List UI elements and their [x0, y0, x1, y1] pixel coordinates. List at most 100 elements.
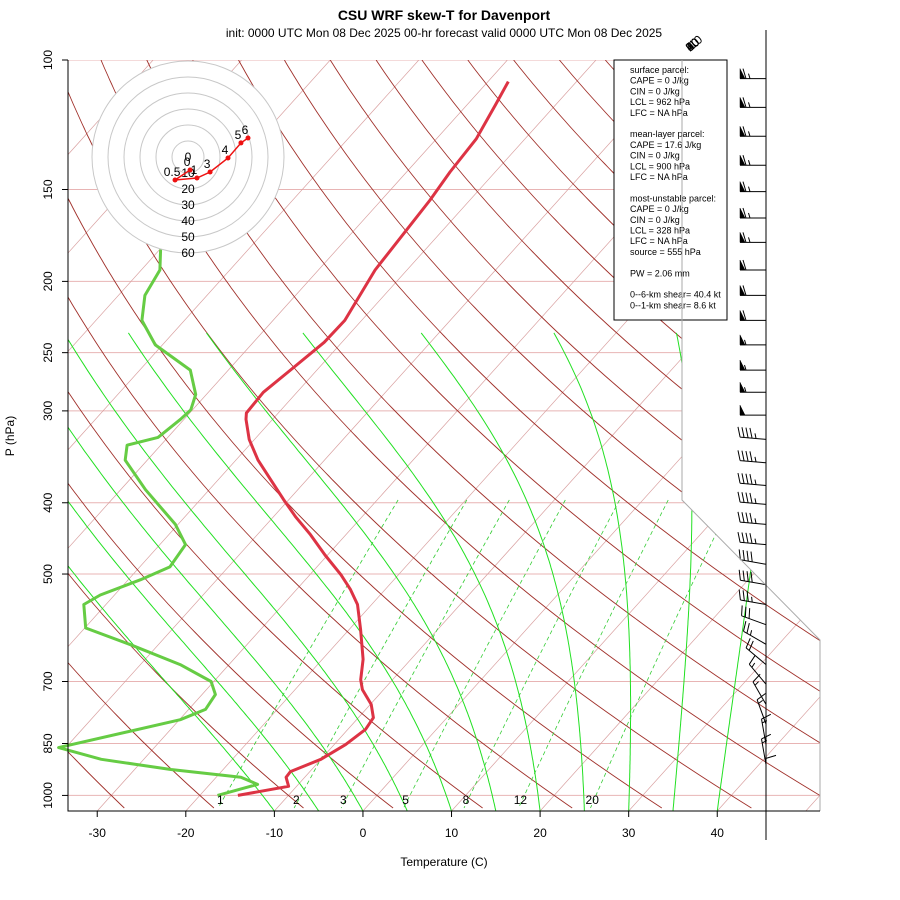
- wind-barb: [765, 754, 777, 785]
- hodograph-ring-label: 20: [181, 182, 195, 196]
- moist-adiabat: [302, 332, 541, 811]
- wind-barb: [739, 285, 766, 296]
- info-line: LCL = 900 hPa: [630, 161, 690, 171]
- wind-barb-shaft: [738, 589, 767, 605]
- info-line: surface parcel:: [630, 65, 689, 75]
- hodograph-ring: [91, 60, 285, 254]
- x-tick-label: 30: [622, 826, 636, 840]
- wind-barb-pennant: [739, 207, 746, 219]
- info-line: CIN = 0 J/kg: [630, 215, 680, 225]
- wind-barb: [737, 450, 767, 464]
- info-line: CAPE = 0 J/kg: [630, 76, 689, 86]
- wind-barb: [739, 181, 766, 193]
- wind-barb-pennant: [739, 405, 746, 416]
- mixing-ratio-label: 1: [217, 793, 224, 807]
- axes-frame: [67, 60, 820, 812]
- wind-barb: [739, 259, 766, 271]
- isotherm: [68, 60, 420, 811]
- hodograph-point: [187, 167, 193, 173]
- wind-barb-pennant: [739, 310, 746, 321]
- info-line: most-unstable parcel:: [630, 193, 716, 203]
- mixing-ratio-line: [518, 499, 669, 809]
- hodograph-ring: [155, 124, 221, 190]
- hodograph-point-label: 6: [242, 123, 249, 137]
- y-tick-label: 200: [41, 271, 55, 291]
- dry-adiabat: [68, 60, 573, 809]
- wind-barb-shaft: [737, 491, 767, 505]
- isotherm: [68, 60, 597, 811]
- wind-barb: [739, 405, 766, 416]
- wind-barb-pennant: [739, 126, 746, 137]
- hodograph-point: [225, 155, 231, 161]
- mixing-ratio-label: 12: [514, 793, 528, 807]
- moist-adiabat: [127, 332, 452, 811]
- moist-adiabat: [553, 332, 632, 811]
- hodograph-ring: [107, 76, 269, 238]
- wind-barb: [748, 655, 767, 685]
- x-tick-label: -20: [177, 826, 195, 840]
- wind-barb-pennant: [739, 155, 746, 166]
- wind-barb: [737, 426, 767, 440]
- info-line: CAPE = 17.6 J/kg: [630, 140, 701, 150]
- isotherm: [628, 60, 820, 811]
- hodograph-point: [245, 135, 251, 141]
- x-tick-label: 40: [711, 826, 725, 840]
- info-box: [613, 59, 728, 321]
- y-tick-label: 150: [41, 179, 55, 199]
- wind-barb: [739, 68, 766, 80]
- wind-barb-shaft: [737, 426, 767, 440]
- x-tick-label: -30: [89, 826, 107, 840]
- y-tick-label: 850: [41, 733, 55, 753]
- mixing-ratio-line: [293, 499, 468, 809]
- hodograph-point: [172, 177, 178, 183]
- mixing-ratio-line: [403, 499, 566, 809]
- wind-barb-pennant: [739, 285, 746, 296]
- dewpoint-trace: [57, 249, 260, 797]
- isotherm: [68, 60, 508, 811]
- wind-barb-shaft: [748, 655, 767, 685]
- wind-barb: [737, 511, 767, 525]
- hodograph-ring: [139, 108, 237, 206]
- y-tick-label: 500: [41, 564, 55, 584]
- y-tick-label: 100: [41, 50, 55, 70]
- wind-barb-shaft: [742, 621, 767, 645]
- hodograph-point-label: 4: [222, 143, 229, 157]
- y-tick-label: 400: [41, 492, 55, 512]
- wind-barb-shaft: [737, 511, 767, 525]
- wind-barb: [738, 549, 767, 565]
- isotherm: [185, 60, 820, 811]
- wind-barb: [739, 155, 766, 166]
- moist-adiabat: [68, 332, 275, 811]
- hodograph-ring: [123, 92, 253, 222]
- hodograph-point-label: 3: [204, 157, 211, 171]
- mixing-ratio-line: [340, 499, 510, 809]
- temperature-trace: [237, 80, 510, 797]
- hodograph-ring-label: 60: [181, 246, 195, 260]
- moist-adiabat: [68, 332, 364, 811]
- wind-barb: [739, 310, 766, 321]
- plot-boundary: [681, 60, 821, 811]
- hodograph-background: [92, 61, 284, 253]
- hodograph-ring-label: 30: [181, 198, 195, 212]
- hodograph-point-label: 0.5: [164, 165, 181, 179]
- info-line: CIN = 0 J/kg: [630, 151, 680, 161]
- hodograph-ring-label: 40: [181, 214, 195, 228]
- y-tick-label: 300: [41, 401, 55, 421]
- mixing-ratio-label: 8: [463, 793, 470, 807]
- hodograph-ring: [171, 140, 205, 174]
- isotherm: [716, 60, 820, 811]
- mixing-ratio-label: 3: [340, 793, 347, 807]
- info-line: CAPE = 0 J/kg: [630, 204, 689, 214]
- wind-barb-pennant: [739, 334, 746, 346]
- info-line: PW = 2.06 mm: [630, 268, 690, 278]
- wind-barb: [737, 532, 767, 546]
- x-tick-label: -10: [266, 826, 284, 840]
- y-tick-label: 1000: [41, 782, 55, 809]
- mixing-ratio-line: [463, 499, 620, 809]
- x-tick-label: 20: [533, 826, 547, 840]
- wind-barb: [738, 569, 767, 586]
- wind-barb: [739, 382, 766, 393]
- wind-barb-pennant: [739, 259, 746, 271]
- dry-adiabat: [68, 60, 215, 809]
